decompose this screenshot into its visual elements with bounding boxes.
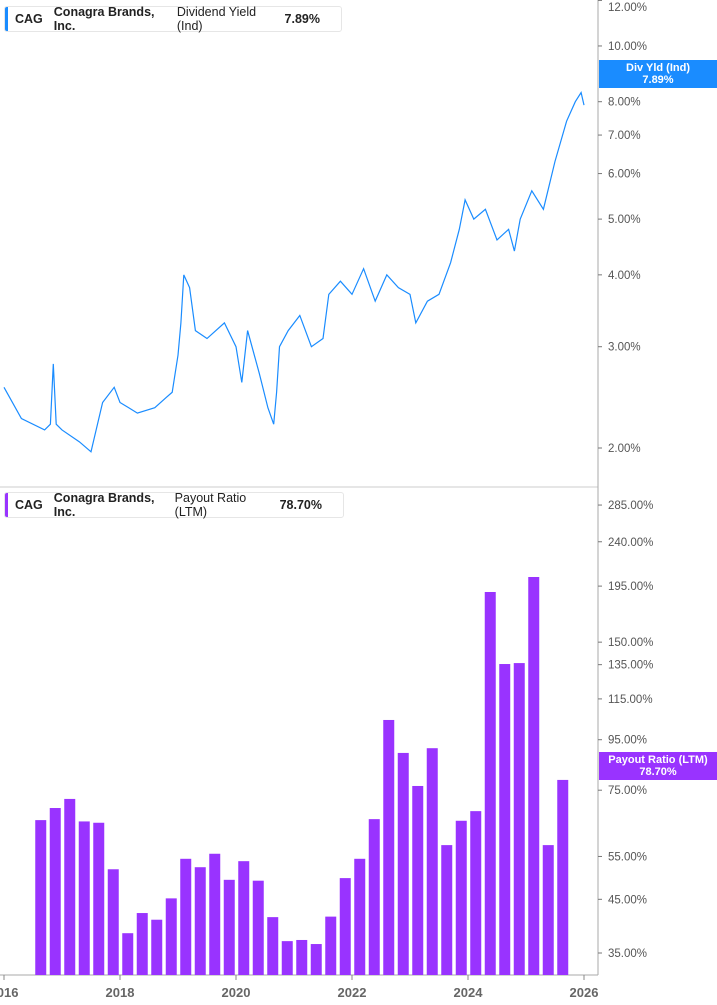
payout-bar	[441, 845, 453, 975]
tag-value: 7.89%	[642, 74, 674, 86]
payout-bar	[35, 820, 47, 975]
payout-bar	[310, 944, 322, 975]
payout-bar	[339, 878, 351, 975]
x-tick-label: 2024	[454, 985, 484, 1000]
payout-bar	[151, 919, 163, 975]
payout-bar	[499, 664, 511, 975]
x-tick-label: 2022	[338, 985, 367, 1000]
legend-company: Conagra Brands, Inc.	[53, 5, 155, 33]
payout-bar	[325, 916, 337, 975]
payout-bar	[470, 811, 482, 975]
legend-value: 7.89%	[284, 12, 320, 26]
y-tick-label: 240.00%	[608, 537, 653, 549]
y-tick-label: 135.00%	[608, 660, 653, 672]
payout-bar	[296, 939, 308, 975]
payout-bar	[223, 879, 235, 975]
payout-bar	[136, 913, 148, 975]
legend-metric: Dividend Yield (Ind)	[176, 5, 257, 33]
payout-bar	[557, 779, 569, 975]
payout-bar	[281, 941, 293, 975]
payout-bar	[412, 785, 424, 975]
payout-bar	[238, 861, 250, 975]
payout-bar	[368, 819, 380, 975]
y-tick-label: 12.00%	[608, 2, 647, 14]
payout-bar	[513, 663, 525, 975]
y-tick-label: 5.00%	[608, 214, 641, 226]
payout-bar	[528, 576, 540, 975]
payout-bar	[252, 880, 264, 975]
x-tick-label: 2018	[106, 985, 135, 1000]
yield-value-tag: Div Yld (Ind) 7.89%	[599, 60, 717, 88]
y-tick-label: 45.00%	[608, 894, 647, 906]
y-tick-label: 150.00%	[608, 637, 653, 649]
x-tick-label: 2020	[222, 985, 251, 1000]
payout-bar	[194, 867, 206, 975]
y-tick-label: 2.00%	[608, 443, 641, 455]
legend-value: 78.70%	[279, 498, 322, 512]
y-tick-label: 3.00%	[608, 342, 641, 354]
payout-value-tag: Payout Ratio (LTM) 78.70%	[599, 752, 717, 780]
payout-bar	[78, 821, 90, 975]
payout-bar	[267, 917, 279, 975]
y-tick-label: 35.00%	[608, 948, 647, 960]
tag-value: 78.70%	[639, 766, 677, 778]
payout-bar	[107, 869, 119, 975]
payout-bar	[122, 933, 134, 975]
yield-legend: CAG Conagra Brands, Inc. Dividend Yield …	[4, 5, 342, 33]
y-tick-label: 6.00%	[608, 169, 641, 181]
y-tick-label: 55.00%	[608, 851, 647, 863]
legend-ticker: CAG	[15, 12, 43, 26]
payout-legend-color	[5, 493, 8, 517]
tag-label: Payout Ratio (LTM)	[608, 754, 708, 766]
payout-bar	[426, 748, 438, 975]
payout-bar	[542, 845, 554, 975]
payout-bar	[354, 858, 366, 975]
payout-bar	[383, 719, 395, 975]
legend-company: Conagra Brands, Inc.	[53, 491, 155, 519]
y-tick-label: 4.00%	[608, 270, 641, 282]
x-tick-label: 2026	[570, 985, 599, 1000]
payout-bar	[397, 752, 409, 975]
yield-legend-color	[5, 7, 8, 31]
y-tick-label: 7.00%	[608, 130, 641, 142]
payout-bar	[49, 808, 61, 975]
x-tick-label: 2016	[0, 985, 18, 1000]
payout-bar	[484, 591, 496, 975]
legend-metric: Payout Ratio (LTM)	[174, 491, 247, 519]
dividend-yield-line	[3, 90, 585, 453]
payout-legend: CAG Conagra Brands, Inc. Payout Ratio (L…	[4, 491, 344, 519]
payout-bar	[209, 853, 221, 975]
payout-bar	[455, 820, 467, 975]
payout-bar	[64, 798, 76, 975]
payout-bar	[165, 898, 177, 975]
y-tick-label: 10.00%	[608, 41, 647, 53]
payout-bar	[180, 858, 192, 975]
y-tick-label: 115.00%	[608, 694, 653, 706]
tag-label: Div Yld (Ind)	[626, 62, 690, 74]
y-tick-label: 75.00%	[608, 785, 647, 797]
y-tick-label: 195.00%	[608, 581, 653, 593]
payout-bar	[93, 822, 105, 975]
y-tick-label: 95.00%	[608, 735, 647, 747]
y-tick-label: 285.00%	[608, 500, 653, 512]
legend-ticker: CAG	[15, 498, 43, 512]
y-tick-label: 8.00%	[608, 97, 641, 109]
